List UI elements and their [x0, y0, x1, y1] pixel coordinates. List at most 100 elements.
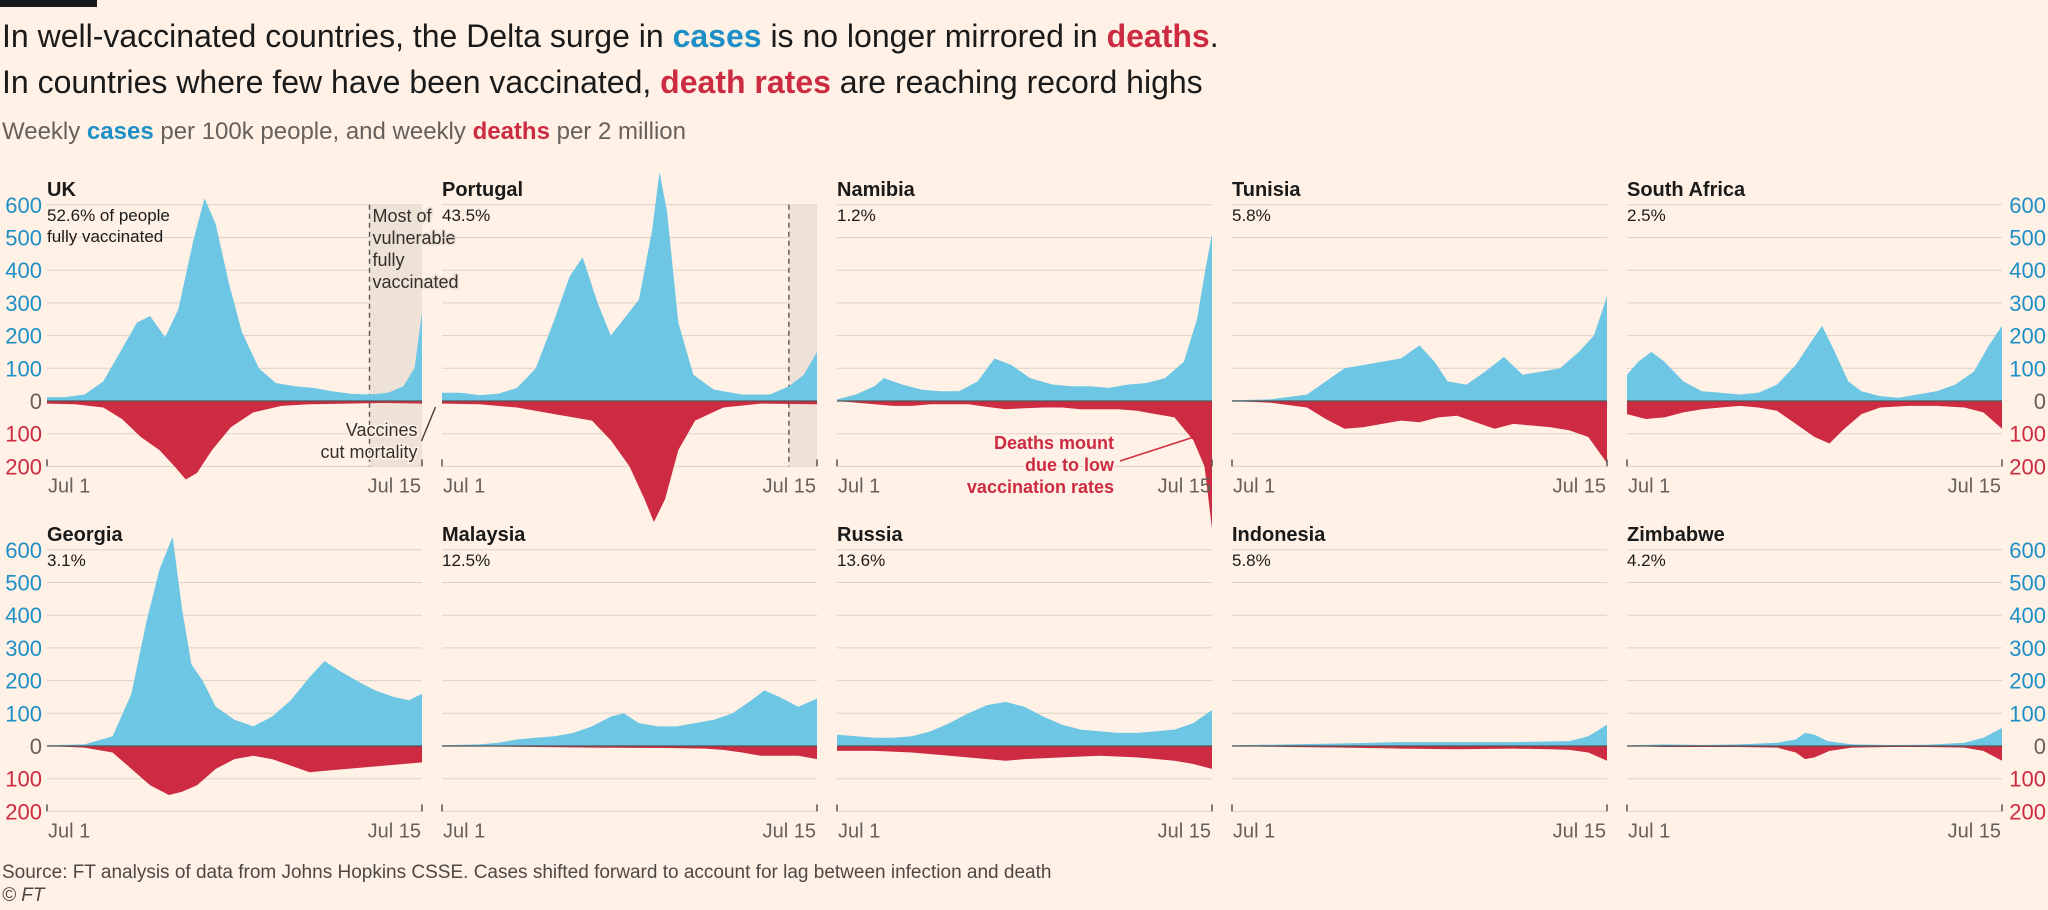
y-tick-label-left: 100: [5, 422, 42, 447]
y-tick-label-right: 500: [2009, 571, 2046, 596]
annotation-pointer: [420, 406, 437, 442]
vaccinated-shade: [369, 204, 422, 467]
vaccination-rate-label: fully vaccinated: [47, 227, 163, 246]
x-tick-label: Jul 1: [1628, 475, 1670, 497]
y-tick-label-left: 600: [5, 538, 42, 563]
deaths-area-south-africa: [1627, 401, 2002, 444]
x-tick-label: Jul 15: [763, 820, 816, 842]
copyright: © FT: [2, 885, 45, 906]
headline-deaths-word: deaths: [1106, 18, 1210, 54]
vaccination-rate-label: 43.5%: [442, 206, 490, 225]
cases-area-indonesia: [1232, 724, 1607, 746]
deaths-area-georgia: [47, 746, 422, 795]
cases-area-zimbabwe: [1627, 728, 2002, 746]
y-tick-label-right: 0: [2034, 734, 2046, 759]
x-tick-label: Jul 1: [1233, 820, 1275, 842]
cases-area-portugal: [442, 172, 817, 401]
shade-annotation: fully: [373, 250, 405, 270]
y-tick-label-left: 400: [5, 603, 42, 628]
x-tick-label: Jul 15: [1553, 820, 1606, 842]
y-tick-label-left: 500: [5, 226, 42, 251]
headline-cases-word: cases: [672, 18, 762, 54]
x-tick-label: Jul 15: [1158, 475, 1211, 497]
shade-annotation: vaccinated: [373, 272, 459, 292]
y-tick-label-right: 100: [2009, 701, 2046, 726]
x-tick-label: Jul 15: [1158, 820, 1211, 842]
panel-title-uk: UK: [47, 179, 76, 201]
panel-title-malaysia: Malaysia: [442, 524, 526, 546]
x-tick-label: Jul 1: [1233, 475, 1275, 497]
y-tick-label-left: 200: [5, 799, 42, 824]
y-tick-label-left: 300: [5, 291, 42, 316]
y-tick-label-right: 200: [2009, 324, 2046, 349]
y-tick-label-left: 600: [5, 193, 42, 218]
vaccination-rate-label: 2.5%: [1627, 206, 1666, 225]
deaths-area-tunisia: [1232, 401, 1607, 464]
y-tick-label-right: 600: [2009, 538, 2046, 563]
headline-line-2: In countries where few have been vaccina…: [2, 64, 1203, 100]
deaths-annotation: Deaths mount: [994, 433, 1114, 453]
vaccination-rate-label: 5.8%: [1232, 551, 1271, 570]
vaccination-rate-label: 52.6% of people: [47, 206, 170, 225]
deaths-area-russia: [837, 746, 1212, 769]
panel-title-south-africa: South Africa: [1627, 179, 1746, 201]
deaths-annotation: due to low: [1025, 455, 1115, 475]
cases-area-tunisia: [1232, 296, 1607, 401]
vaccination-rate-label: 3.1%: [47, 551, 86, 570]
y-tick-label-right: 400: [2009, 258, 2046, 283]
vaccinated-shade: [788, 204, 817, 467]
y-tick-label-left: 300: [5, 636, 42, 661]
y-tick-label-left: 200: [5, 669, 42, 694]
vaccination-rate-label: 13.6%: [837, 551, 885, 570]
headline-line-1: In well-vaccinated countries, the Delta …: [2, 18, 1219, 54]
deaths-area-zimbabwe: [1627, 746, 2002, 761]
y-tick-label-right: 300: [2009, 636, 2046, 661]
panel-title-indonesia: Indonesia: [1232, 524, 1326, 546]
panel-title-russia: Russia: [837, 524, 903, 546]
x-tick-label: Jul 1: [48, 475, 90, 497]
y-tick-label-left: 200: [5, 324, 42, 349]
vaccines-annotation: cut mortality: [320, 442, 417, 462]
y-tick-label-right: 200: [2009, 454, 2046, 479]
y-tick-label-left: 100: [5, 356, 42, 381]
vaccines-annotation: Vaccines: [346, 420, 418, 440]
panel-title-namibia: Namibia: [837, 179, 916, 201]
subtitle-deaths-word: deaths: [472, 118, 550, 145]
x-tick-label: Jul 1: [838, 475, 880, 497]
deaths-area-portugal: [442, 401, 817, 522]
y-tick-label-right: 100: [2009, 422, 2046, 447]
y-tick-label-left: 400: [5, 258, 42, 283]
deaths-area-indonesia: [1232, 746, 1607, 761]
cases-area-georgia: [47, 536, 422, 746]
y-tick-label-right: 300: [2009, 291, 2046, 316]
shade-annotation: vulnerable: [373, 228, 456, 248]
y-tick-label-left: 100: [5, 701, 42, 726]
x-tick-label: Jul 1: [1628, 820, 1670, 842]
x-tick-label: Jul 15: [763, 475, 816, 497]
y-tick-label-right: 100: [2009, 356, 2046, 381]
x-tick-label: Jul 15: [1948, 475, 2001, 497]
y-tick-label-left: 0: [30, 734, 42, 759]
panel-title-zimbabwe: Zimbabwe: [1627, 524, 1725, 546]
y-tick-label-right: 500: [2009, 226, 2046, 251]
x-tick-label: Jul 15: [368, 475, 421, 497]
cases-area-malaysia: [442, 690, 817, 746]
x-tick-label: Jul 1: [838, 820, 880, 842]
y-tick-label-left: 200: [5, 454, 42, 479]
cases-area-uk: [47, 198, 422, 401]
panel-title-georgia: Georgia: [47, 524, 123, 546]
deaths-area-malaysia: [442, 746, 817, 760]
vaccination-rate-label: 5.8%: [1232, 206, 1271, 225]
vaccination-rate-label: 1.2%: [837, 206, 876, 225]
vaccination-rate-label: 4.2%: [1627, 551, 1666, 570]
panel-title-tunisia: Tunisia: [1232, 179, 1301, 201]
x-tick-label: Jul 1: [48, 820, 90, 842]
y-tick-label-left: 0: [30, 389, 42, 414]
deaths-area-uk: [47, 401, 422, 480]
brand-bar: [0, 0, 97, 7]
x-tick-label: Jul 15: [1948, 820, 2001, 842]
x-tick-label: Jul 15: [368, 820, 421, 842]
shade-annotation: Most of: [373, 206, 433, 226]
x-tick-label: Jul 15: [1553, 475, 1606, 497]
